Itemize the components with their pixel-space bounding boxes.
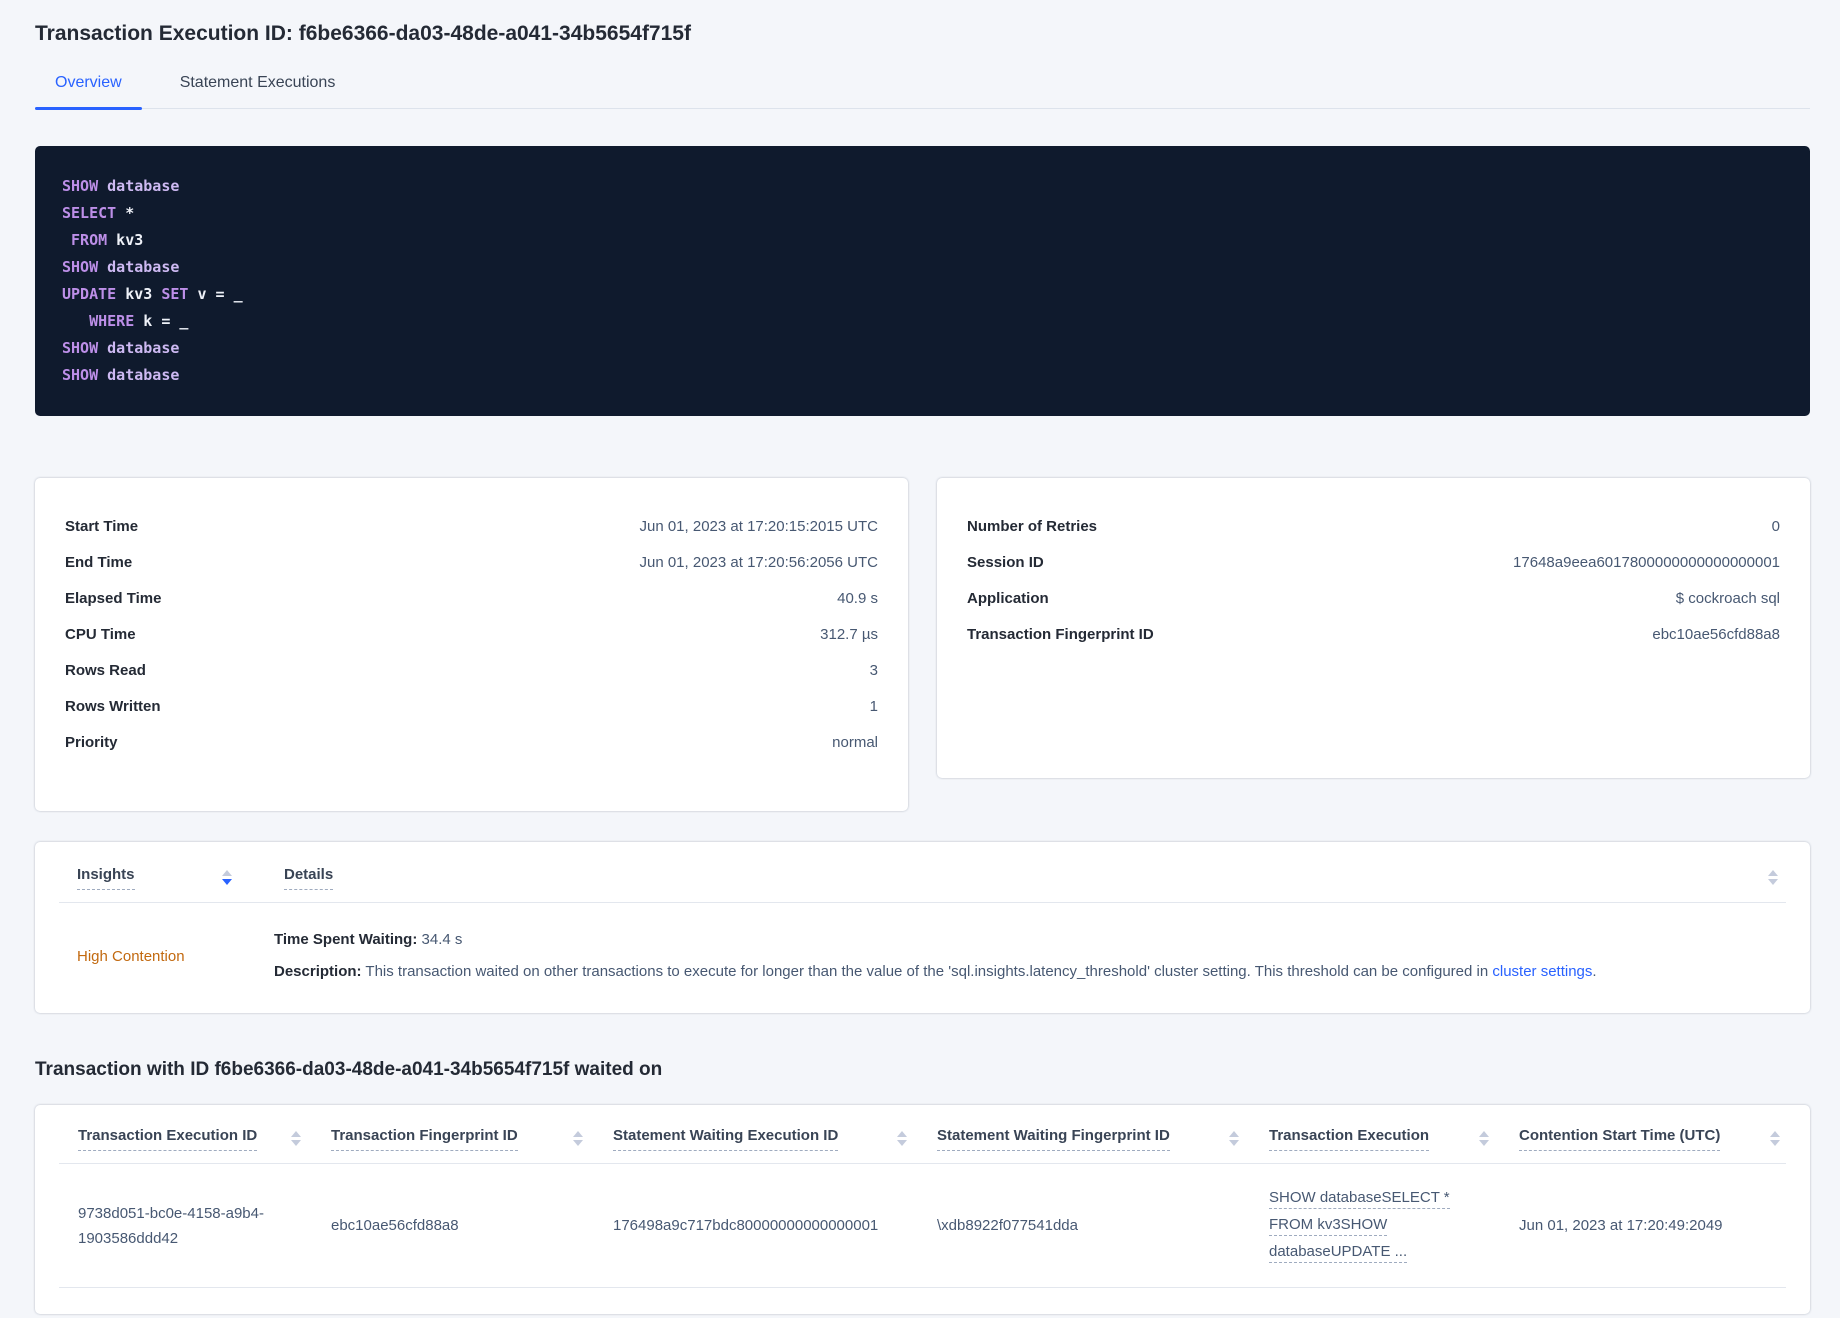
page-title: Transaction Execution ID: f6be6366-da03-… — [35, 22, 691, 45]
transaction-execution-statement-link[interactable]: FROM kv3SHOW — [1269, 1215, 1388, 1236]
row-value: 1 — [869, 698, 878, 715]
row-label: Number of Retries — [967, 518, 1098, 535]
row-label: CPU Time — [65, 626, 136, 643]
transaction-execution-statement-link[interactable]: SHOW databaseSELECT * — [1269, 1188, 1450, 1209]
row-value: 3 — [869, 662, 878, 679]
sql-code-line: SHOW database — [62, 258, 180, 276]
row-label: Priority — [65, 734, 118, 751]
insights-column-header[interactable]: Insights — [77, 866, 222, 890]
row-label: Transaction Fingerprint ID — [967, 626, 1154, 643]
insight-type-badge: High Contention — [77, 947, 185, 965]
cell-transaction-execution-id: 9738d051-bc0e-4158-a9b4-1903586ddd42 — [59, 1163, 331, 1288]
time-spent-waiting-label: Time Spent Waiting: — [274, 931, 418, 948]
sort-icon — [1229, 1131, 1239, 1146]
column-header-transaction-execution-id[interactable]: Transaction Execution ID — [59, 1105, 331, 1164]
cell-transaction-execution[interactable]: SHOW databaseSELECT * FROM kv3SHOW databas… — [1269, 1163, 1519, 1288]
summary-cards-row: Start Time Jun 01, 2023 at 17:20:15:2015… — [35, 478, 1810, 811]
waited-on-table-card: Transaction Execution ID Transaction Fin… — [35, 1105, 1810, 1314]
sql-code-line: SELECT * — [62, 204, 135, 222]
summary-row-session-id: Session ID 17648a9eea6017800000000000000… — [967, 554, 1780, 571]
tab-statement-executions-label: Statement Executions — [179, 74, 336, 91]
insight-description: Description: This transaction waited on … — [274, 961, 1746, 983]
description-suffix: . — [1592, 963, 1597, 980]
column-header-statement-waiting-fingerprint-id[interactable]: Statement Waiting Fingerprint ID — [937, 1105, 1269, 1164]
sort-icon — [291, 1131, 301, 1146]
row-label: Rows Read — [65, 662, 146, 679]
row-label: Session ID — [967, 554, 1044, 571]
sort-icon — [222, 870, 232, 885]
sql-statements-box: SHOW database SELECT * FROM kv3 SHOW datab… — [35, 146, 1810, 416]
execution-attributes-card: Number of Retries 0 Session ID 17648a9ee… — [937, 478, 1810, 778]
cell-statement-waiting-execution-id: 176498a9c717bdc80000000000000001 — [613, 1163, 937, 1288]
row-label: Application — [967, 590, 1049, 607]
row-label: Rows Written — [65, 698, 161, 715]
execution-times-card: Start Time Jun 01, 2023 at 17:20:15:2015… — [35, 478, 908, 811]
sql-code-line: SHOW database — [62, 339, 180, 357]
sql-code-line: WHERE k = _ — [89, 312, 189, 330]
tab-overview-label: Overview — [55, 74, 122, 91]
time-spent-waiting-value: 34.4 s — [417, 931, 463, 948]
sql-code-line: SHOW database — [62, 177, 180, 195]
waited-on-header-row: Transaction Execution ID Transaction Fin… — [59, 1105, 1786, 1164]
row-label: End Time — [65, 554, 133, 571]
transaction-execution-statement-link[interactable]: databaseUPDATE ... — [1269, 1242, 1408, 1263]
row-label: Start Time — [65, 518, 139, 535]
row-value: 17648a9eea6017800000000000000001 — [1513, 554, 1780, 571]
waited-on-table: Transaction Execution ID Transaction Fin… — [59, 1105, 1786, 1288]
tab-statement-executions[interactable]: Statement Executions — [160, 74, 356, 108]
cell-statement-waiting-fingerprint-id: \xdb8922f077541dda — [937, 1163, 1269, 1288]
column-header-statement-waiting-execution-id[interactable]: Statement Waiting Execution ID — [613, 1105, 937, 1164]
column-header-transaction-execution[interactable]: Transaction Execution — [1269, 1105, 1519, 1164]
summary-row-start-time: Start Time Jun 01, 2023 at 17:20:15:2015… — [65, 518, 878, 535]
tab-overview[interactable]: Overview — [35, 74, 142, 110]
sort-icon — [1768, 870, 1778, 885]
sort-icon — [897, 1131, 907, 1146]
sort-icon — [573, 1131, 583, 1146]
cell-transaction-fingerprint-id: ebc10ae56cfd88a8 — [331, 1163, 613, 1288]
waited-on-data-row: 9738d051-bc0e-4158-a9b4-1903586ddd42 ebc… — [59, 1163, 1786, 1288]
description-text: This transaction waited on other transac… — [361, 963, 1493, 980]
row-value: 0 — [1771, 518, 1780, 535]
row-value: 312.7 µs — [820, 626, 878, 643]
row-value: $ cockroach sql — [1675, 590, 1780, 607]
waited-on-heading: Transaction with ID f6be6366-da03-48de-a… — [35, 1059, 663, 1080]
summary-row-transaction-fingerprint-id: Transaction Fingerprint ID ebc10ae56cfd8… — [967, 626, 1780, 643]
column-header-contention-start-time[interactable]: Contention Start Time (UTC) — [1519, 1105, 1786, 1164]
summary-row-rows-written: Rows Written 1 — [65, 698, 878, 715]
summary-row-elapsed-time: Elapsed Time 40.9 s — [65, 590, 878, 607]
summary-row-rows-read: Rows Read 3 — [65, 662, 878, 679]
description-label: Description: — [274, 963, 362, 980]
summary-row-cpu-time: CPU Time 312.7 µs — [65, 626, 878, 643]
summary-row-retries: Number of Retries 0 — [967, 518, 1780, 535]
summary-row-application: Application $ cockroach sql — [967, 590, 1780, 607]
row-value: 40.9 s — [837, 590, 878, 607]
insights-card: Insights Details High Contention Time Sp… — [35, 842, 1810, 1013]
row-label: Elapsed Time — [65, 590, 162, 607]
transaction-fingerprint-link[interactable]: ebc10ae56cfd88a8 — [1652, 626, 1780, 643]
sort-icon — [1479, 1131, 1489, 1146]
sql-code-line: FROM kv3 — [71, 231, 144, 249]
cell-contention-start-time: Jun 01, 2023 at 17:20:49:2049 — [1519, 1163, 1786, 1288]
sql-code-line: SHOW database — [62, 366, 180, 384]
summary-row-priority: Priority normal — [65, 734, 878, 751]
insights-table-header: Insights Details — [59, 866, 1786, 903]
column-header-transaction-fingerprint-id[interactable]: Transaction Fingerprint ID — [331, 1105, 613, 1164]
tab-bar: Overview Statement Executions — [35, 74, 1810, 110]
row-value: normal — [832, 734, 878, 751]
time-spent-waiting: Time Spent Waiting: 34.4 s — [274, 929, 1746, 951]
sort-icon — [1770, 1131, 1780, 1146]
row-value: Jun 01, 2023 at 17:20:15:2015 UTC — [639, 518, 878, 535]
insight-details: Time Spent Waiting: 34.4 s Description: … — [274, 929, 1746, 983]
cluster-settings-link[interactable]: cluster settings — [1492, 963, 1593, 980]
details-column-header[interactable]: Details — [284, 866, 1768, 890]
summary-row-end-time: End Time Jun 01, 2023 at 17:20:56:2056 U… — [65, 554, 878, 571]
insight-row: High Contention Time Spent Waiting: 34.4… — [59, 903, 1786, 983]
row-value: Jun 01, 2023 at 17:20:56:2056 UTC — [639, 554, 878, 571]
sql-code-line: UPDATE kv3 SET v = _ — [62, 285, 243, 303]
